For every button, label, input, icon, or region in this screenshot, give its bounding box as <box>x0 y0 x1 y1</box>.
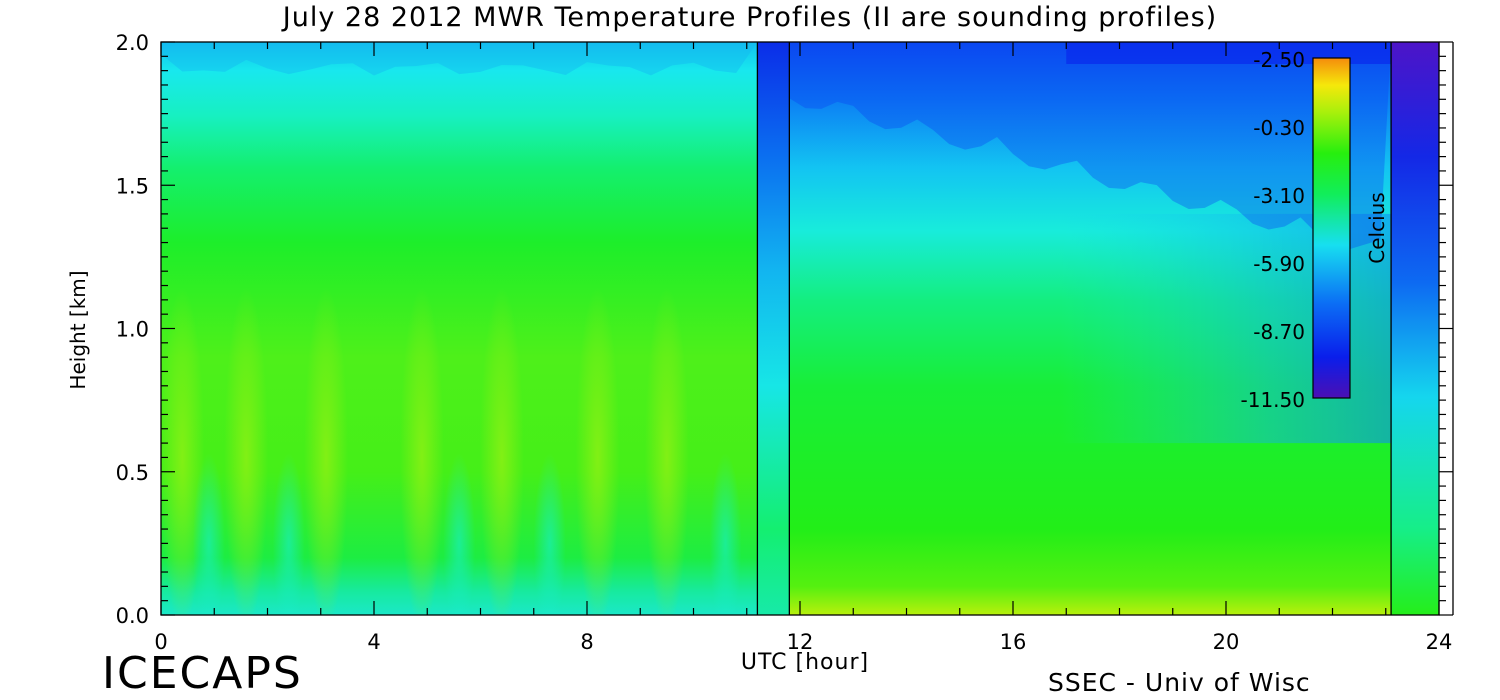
y-axis-label: Height [km] <box>66 270 90 390</box>
field-warm-streak <box>399 287 444 615</box>
field-cool-streak <box>533 453 566 615</box>
sounding-profile-2 <box>1391 42 1439 615</box>
temperature-field <box>161 42 1439 615</box>
field-warm-streak <box>644 287 689 615</box>
colorbar-bar <box>1312 57 1351 399</box>
y-tick-label: 1.5 <box>116 174 149 198</box>
field-cool-streak <box>272 453 305 615</box>
field-segment-late-shade <box>789 213 1392 444</box>
x-tick-label: 0 <box>154 630 167 654</box>
x-axis-label: UTC [hour] <box>740 650 870 675</box>
colorbar: -2.50 -0.30 -3.10 -5.90 -8.70 -11.50 Celcius <box>1241 48 1389 412</box>
colorbar-tick-label: -5.90 <box>1253 252 1305 276</box>
icecaps-logo-text: ICECAPS <box>102 648 303 699</box>
colorbar-tick-label: -3.10 <box>1253 184 1305 208</box>
field-top-cold-cap <box>1066 42 1392 64</box>
sounding-profile-1 <box>757 42 790 615</box>
field-warm-streak <box>575 287 620 615</box>
colorbar-tick-label: -0.30 <box>1253 116 1305 140</box>
ssec-credit: SSEC - Univ of Wisc <box>1048 668 1311 697</box>
field-warm-streak <box>224 287 269 615</box>
x-tick-label: 20 <box>1213 630 1240 654</box>
field-upper-cold-band <box>789 42 1392 250</box>
x-tick-label: 24 <box>1426 630 1453 654</box>
x-tick-label: 12 <box>787 630 814 654</box>
colorbar-tick-label: -11.50 <box>1241 388 1305 412</box>
y-tick-label: 0.5 <box>116 461 149 485</box>
chart-title: July 28 2012 MWR Temperature Profiles (I… <box>282 2 1218 33</box>
colorbar-label: Celcius <box>1365 192 1389 263</box>
x-tick-label: 16 <box>1000 630 1027 654</box>
y-tick-label: 1.0 <box>116 318 149 342</box>
y-tick-label: 2.0 <box>116 31 149 55</box>
field-cool-streak <box>192 453 225 615</box>
field-upper-cool-edge <box>161 42 758 76</box>
colorbar-tick-label: -8.70 <box>1253 320 1305 344</box>
y-tick-label: 0.0 <box>116 604 149 628</box>
field-cool-streak <box>443 453 476 615</box>
field-warm-streak <box>479 287 524 615</box>
axes: 0 4 8 12 16 20 24 0.0 0.5 1.0 1.5 2.0 <box>116 31 1454 654</box>
field-cool-streak <box>709 453 742 615</box>
colorbar-tick-label: -2.50 <box>1253 48 1305 72</box>
field-warm-streak <box>304 287 349 615</box>
x-tick-label: 4 <box>367 630 380 654</box>
x-tick-label: 8 <box>580 630 593 654</box>
